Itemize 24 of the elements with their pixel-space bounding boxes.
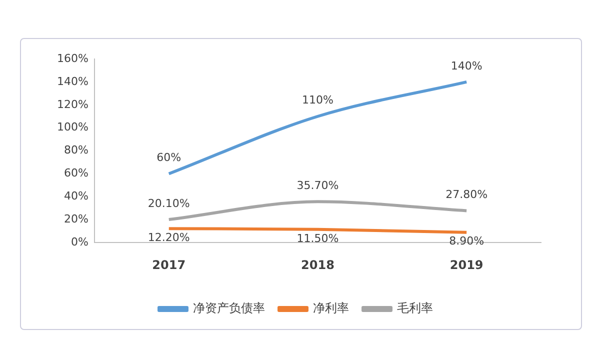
data-label: 11.50%	[296, 232, 339, 245]
legend-label: 净资产负债率	[193, 301, 265, 316]
legend-label: 净利率	[313, 301, 349, 316]
x-tick-label: 2019	[450, 258, 484, 272]
data-label: 12.20%	[148, 230, 190, 244]
y-tick-label: 160%	[56, 52, 88, 65]
x-tick-label: 2017	[152, 258, 186, 272]
data-label: 35.70%	[296, 178, 339, 192]
y-tick-label: 120%	[56, 98, 88, 111]
data-label: 8.90%	[449, 234, 484, 248]
y-tick-label: 20%	[64, 212, 88, 226]
data-label: 140%	[450, 59, 482, 72]
data-label: 20.10%	[148, 196, 190, 210]
legend-label: 毛利率	[397, 301, 433, 316]
y-tick-label: 140%	[56, 74, 88, 88]
y-tick-label: 0%	[70, 235, 88, 248]
y-tick-label: 40%	[64, 190, 88, 203]
x-tick-label: 2018	[301, 258, 334, 272]
y-tick-label: 100%	[56, 120, 88, 134]
y-tick-label: 60%	[64, 166, 88, 180]
data-label: 27.80%	[446, 188, 488, 202]
data-label: 60%	[156, 151, 182, 164]
y-tick-label: 80%	[64, 144, 88, 157]
data-label: 110%	[302, 94, 334, 107]
